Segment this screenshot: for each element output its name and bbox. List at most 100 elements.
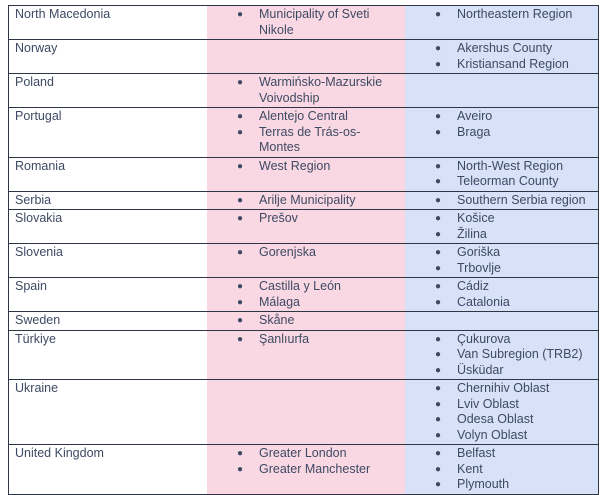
region-label: Çukurova — [457, 331, 511, 346]
table-row: Ukraine ● Chernihiv Oblast ● Lviv Oblast ● Ode… — [9, 380, 598, 445]
list-item: ● Gorenjska — [207, 245, 393, 261]
list-item: ● Southern Serbia region — [405, 193, 594, 209]
region-label: Málaga — [259, 294, 300, 309]
region-label: Kristiansand Region — [457, 56, 569, 71]
blue-regions-cell: ● Chernihiv Oblast ● Lviv Oblast ● Odesa Obla… — [405, 380, 598, 444]
bullet-icon: ● — [435, 9, 442, 20]
country-label: Sweden — [15, 313, 61, 327]
table-row: Sweden ● Skåne — [9, 312, 598, 331]
list-item: ● Trbovlje — [405, 261, 594, 277]
list-item: ● Belfast — [405, 446, 594, 462]
blue-regions-cell — [405, 74, 598, 107]
region-label: Aveiro — [457, 109, 493, 123]
list-item: ● North-West Region — [405, 159, 594, 175]
region-label: Alentejo Central — [259, 109, 348, 123]
country-cell: Türkiye — [9, 330, 207, 379]
blue-regions-cell: ● Aveiro ● Braga — [405, 108, 598, 157]
region-label: Warmińsko-Mazurskie Voivodship — [259, 75, 383, 105]
bullet-icon: ● — [237, 281, 244, 292]
list-item: ● Odesa Oblast — [405, 412, 594, 428]
region-label: Košice — [457, 211, 495, 225]
region-label: Gorenjska — [259, 245, 316, 259]
bullet-icon: ● — [435, 448, 442, 459]
table-row: Slovakia ● Prešov ● Košice ● Žilina — [9, 210, 598, 244]
bullet-icon: ● — [435, 126, 442, 138]
bullet-icon: ● — [237, 111, 244, 122]
region-label: Plymouth — [457, 477, 510, 491]
country-cell: Portugal — [9, 108, 207, 157]
bullet-icon: ● — [435, 398, 442, 410]
list-item: ● Arilje Municipality — [207, 193, 393, 209]
table-row: Romania ● West Region ● North-West Region ● Te… — [9, 157, 598, 192]
region-label: Terras de Trás-os-Montes — [259, 124, 361, 155]
region-label: Akershus County — [457, 41, 553, 55]
pink-regions-cell — [207, 40, 405, 73]
bullet-icon: ● — [435, 414, 442, 425]
region-label: Belfast — [457, 446, 496, 460]
bullet-icon: ● — [237, 126, 244, 138]
list-item: ● Municipality of Sveti Nikole — [207, 7, 393, 38]
pink-regions-cell: ● Alentejo Central ● Terras de Trás-os-Mont… — [207, 108, 405, 157]
region-label: Van Subregion (TRB2) — [457, 347, 583, 361]
list-item: ● Žilina — [405, 227, 594, 243]
bullet-icon: ● — [237, 77, 244, 88]
country-label: Spain — [15, 279, 47, 293]
blue-regions-cell: ● Akershus County ● Kristiansand Region — [405, 40, 598, 73]
bullet-icon: ● — [435, 383, 442, 394]
pink-regions-cell: ● Arilje Municipality — [207, 191, 405, 209]
country-cell: Spain — [9, 278, 207, 311]
pink-regions-cell: ● Municipality of Sveti Nikole — [207, 6, 405, 39]
list-item: ● Cádiz — [405, 279, 594, 295]
blue-regions-cell: ● Goriška ● Trbovlje — [405, 244, 598, 277]
list-item: ● Goriška — [405, 245, 594, 261]
region-label: Skåne — [259, 313, 295, 327]
region-label: Cádiz — [457, 279, 489, 293]
list-item: ● Málaga — [207, 295, 393, 311]
region-label: Braga — [457, 124, 491, 139]
list-item: ● Greater Manchester — [207, 462, 393, 478]
list-item: ● Prešov — [207, 211, 393, 227]
bullet-icon: ● — [435, 479, 442, 490]
region-label: Catalonia — [457, 294, 510, 309]
blue-regions-cell: ● Southern Serbia region — [405, 191, 598, 209]
region-label: Municipality of Sveti Nikole — [259, 7, 370, 37]
table-row: Norway ● Akershus County ● Kristiansand Regi… — [9, 40, 598, 74]
pink-regions-cell: ● Castilla y León ● Málaga — [207, 278, 405, 311]
region-label: Greater London — [259, 446, 347, 460]
list-item: ● Volyn Oblast — [405, 428, 594, 444]
list-item: ● Warmińsko-Mazurskie Voivodship — [207, 75, 393, 106]
region-label: Lviv Oblast — [457, 396, 519, 411]
region-label: Teleorman County — [457, 174, 559, 188]
pink-regions-cell: ● Greater London ● Greater Manchester — [207, 445, 405, 494]
list-item: ● Košice — [405, 211, 594, 227]
region-label: Castilla y León — [259, 279, 341, 293]
pink-regions-cell: ● West Region — [207, 157, 405, 191]
list-item: ● Aveiro — [405, 109, 594, 125]
bullet-icon: ● — [435, 429, 442, 441]
pink-regions-cell — [207, 380, 405, 444]
blue-regions-cell: ● Northeastern Region — [405, 6, 598, 39]
list-item: ● Kristiansand Region — [405, 57, 594, 73]
country-cell: Slovakia — [9, 210, 207, 243]
blue-regions-cell: ● Çukurova ● Van Subregion (TRB2) ● Üsküdar — [405, 330, 598, 379]
region-label: Greater Manchester — [259, 461, 371, 476]
list-item: ● Braga — [405, 125, 594, 141]
bullet-icon: ● — [237, 247, 244, 258]
country-label: Türkiye — [15, 331, 56, 346]
blue-regions-cell: ● Belfast ● Kent ● Plymouth — [405, 445, 598, 494]
pink-regions-cell: ● Prešov — [207, 210, 405, 243]
bullet-icon: ● — [435, 58, 442, 70]
bullet-icon: ● — [237, 194, 244, 206]
table-row: North Macedonia ● Municipality of Sveti Ni… — [9, 6, 598, 40]
bullet-icon: ● — [435, 160, 442, 172]
region-label: Žilina — [457, 226, 487, 241]
country-label: Norway — [15, 41, 58, 55]
list-item: ● Greater London — [207, 446, 393, 462]
bullet-icon: ● — [237, 9, 244, 20]
country-cell: Slovenia — [9, 244, 207, 277]
list-item: ● Üsküdar — [405, 363, 594, 379]
pink-regions-cell: ● Warmińsko-Mazurskie Voivodship — [207, 74, 405, 107]
bullet-icon: ● — [435, 43, 442, 54]
pink-regions-cell: ● Gorenjska — [207, 244, 405, 277]
bullet-icon: ● — [435, 463, 442, 475]
